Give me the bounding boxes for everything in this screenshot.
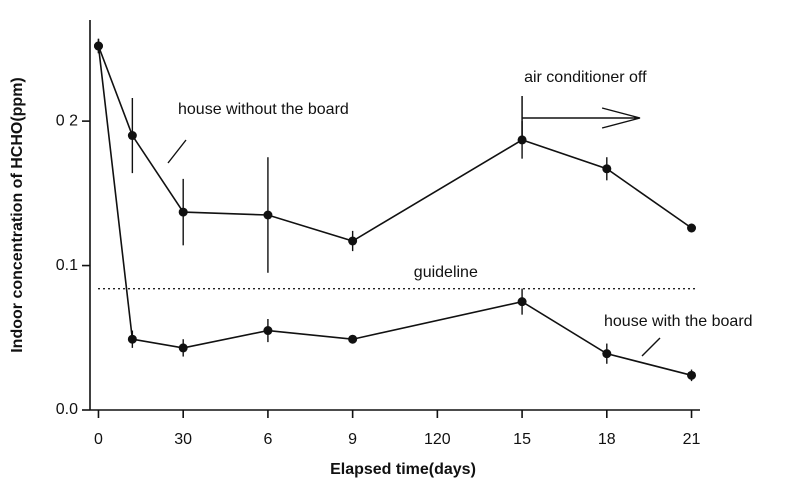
point xyxy=(127,334,137,344)
x-tick-label: 0 xyxy=(94,431,103,448)
x-tick-label: 9 xyxy=(348,431,357,448)
series-label: house without the board xyxy=(178,101,349,118)
y-tick-label: 0.1 xyxy=(56,257,78,274)
series-line xyxy=(97,45,692,242)
annotation-arrow xyxy=(522,107,641,129)
x-tick-label: 15 xyxy=(513,431,531,448)
point xyxy=(178,207,188,217)
x-tick-label: 6 xyxy=(263,431,272,448)
x-tick-label: 120 xyxy=(424,431,451,448)
series-pointer xyxy=(641,337,661,357)
point xyxy=(517,297,527,307)
point xyxy=(602,164,612,174)
x-axis-title: Elapsed time(days) xyxy=(330,461,476,478)
point xyxy=(602,349,612,359)
point xyxy=(348,236,358,246)
point xyxy=(687,370,697,380)
x-tick-label: 30 xyxy=(174,431,192,448)
y-axis-title: Indoor concentration of HCHO(ppm) xyxy=(9,77,26,353)
y-tick-label: 0 2 xyxy=(56,112,78,129)
point xyxy=(178,343,188,353)
series-line xyxy=(97,45,692,377)
annotation: air conditioner off xyxy=(524,69,647,86)
point xyxy=(348,334,358,344)
x-tick-label: 21 xyxy=(683,431,701,448)
y-tick-label: 0.0 xyxy=(56,401,78,418)
point xyxy=(687,223,697,233)
guideline-label: guideline xyxy=(414,264,478,281)
point xyxy=(93,41,103,51)
point xyxy=(263,210,273,220)
point xyxy=(263,326,273,336)
point xyxy=(517,135,527,145)
x-tick-label: 18 xyxy=(598,431,616,448)
series-pointer xyxy=(167,139,187,164)
point xyxy=(127,131,137,141)
series-label: house with the board xyxy=(604,313,753,330)
